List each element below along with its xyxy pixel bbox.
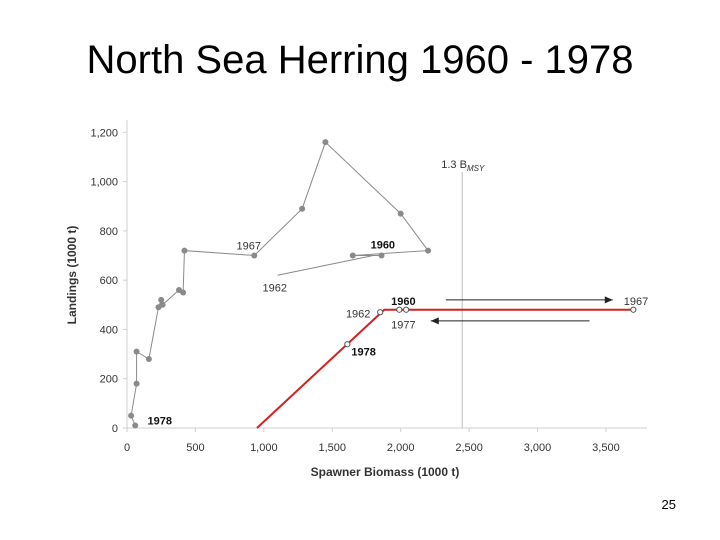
y-tick-label: 0 xyxy=(112,423,118,435)
data-point-open xyxy=(344,341,351,348)
page-number: 25 xyxy=(661,497,676,512)
x-axis-title: Spawner Biomass (1000 t) xyxy=(311,465,460,479)
x-tick-label: 3,000 xyxy=(524,442,552,454)
data-point xyxy=(155,304,162,311)
arrow-head xyxy=(604,296,613,304)
series-line-2 xyxy=(256,308,634,429)
y-axis: 0 200 400 600 800 1,000 1,200 xyxy=(90,120,128,435)
series-layer xyxy=(128,139,637,429)
data-point xyxy=(132,422,139,429)
x-tick-label: 2,500 xyxy=(455,442,483,454)
x-tick-label: 2,000 xyxy=(387,442,415,454)
x-tick-label: 0 xyxy=(124,442,130,454)
x-tick-label: 1,000 xyxy=(250,442,278,454)
data-point xyxy=(349,252,356,259)
reference-line-label: 1.3 BMSY xyxy=(441,159,485,173)
data-point xyxy=(158,296,165,303)
y-tick-label: 1,200 xyxy=(90,127,118,139)
data-point xyxy=(322,139,329,146)
y-tick-label: 200 xyxy=(100,374,118,386)
x-tick-label: 1,500 xyxy=(318,442,346,454)
data-point-open xyxy=(396,306,403,313)
year-annotation: 1977 xyxy=(391,320,415,332)
year-annotation: 1978 xyxy=(148,416,172,428)
year-annotation: 1967 xyxy=(236,241,260,253)
year-annotation: 1962 xyxy=(346,308,370,320)
year-annotation: 1960 xyxy=(391,296,415,308)
data-point xyxy=(425,247,432,254)
data-point xyxy=(251,252,258,259)
data-point xyxy=(128,412,135,419)
x-axis: 0 500 1,000 1,500 2,000 2,500 3,000 3,500 xyxy=(124,427,647,454)
year-annotation: 1978 xyxy=(351,347,375,359)
reference-line-subscript: MSY xyxy=(467,164,485,173)
slide-title: North Sea Herring 1960 - 1978 xyxy=(86,38,634,82)
series-line-1 xyxy=(277,255,374,276)
data-point xyxy=(133,380,140,387)
year-annotation: 1967 xyxy=(624,296,648,308)
y-tick-label: 800 xyxy=(100,226,118,238)
x-tick-label: 3,500 xyxy=(592,442,620,454)
data-point xyxy=(133,348,140,355)
arrow-layer xyxy=(430,296,613,325)
arrow-head xyxy=(430,317,439,325)
data-point xyxy=(181,247,188,254)
y-axis-title: Landings (1000 t) xyxy=(65,226,79,325)
year-annotation: 1960 xyxy=(371,239,395,251)
data-point-open xyxy=(630,306,637,313)
reference-line: 1.3 BMSY xyxy=(441,159,485,428)
data-point xyxy=(176,287,182,294)
data-point xyxy=(397,210,404,217)
data-point-open xyxy=(377,309,384,316)
x-tick-label: 500 xyxy=(186,442,204,454)
data-point xyxy=(145,356,152,363)
annotation-layer: 1967 1960 1962 1962 1960 1977 1978 1967 1978 xyxy=(148,239,649,427)
y-tick-label: 400 xyxy=(100,324,118,336)
data-point-open xyxy=(403,306,410,313)
y-tick-label: 600 xyxy=(100,275,118,287)
y-tick-label: 1,000 xyxy=(90,177,118,189)
data-point xyxy=(378,252,385,259)
data-point xyxy=(299,205,306,212)
year-annotation: 1962 xyxy=(262,283,286,295)
